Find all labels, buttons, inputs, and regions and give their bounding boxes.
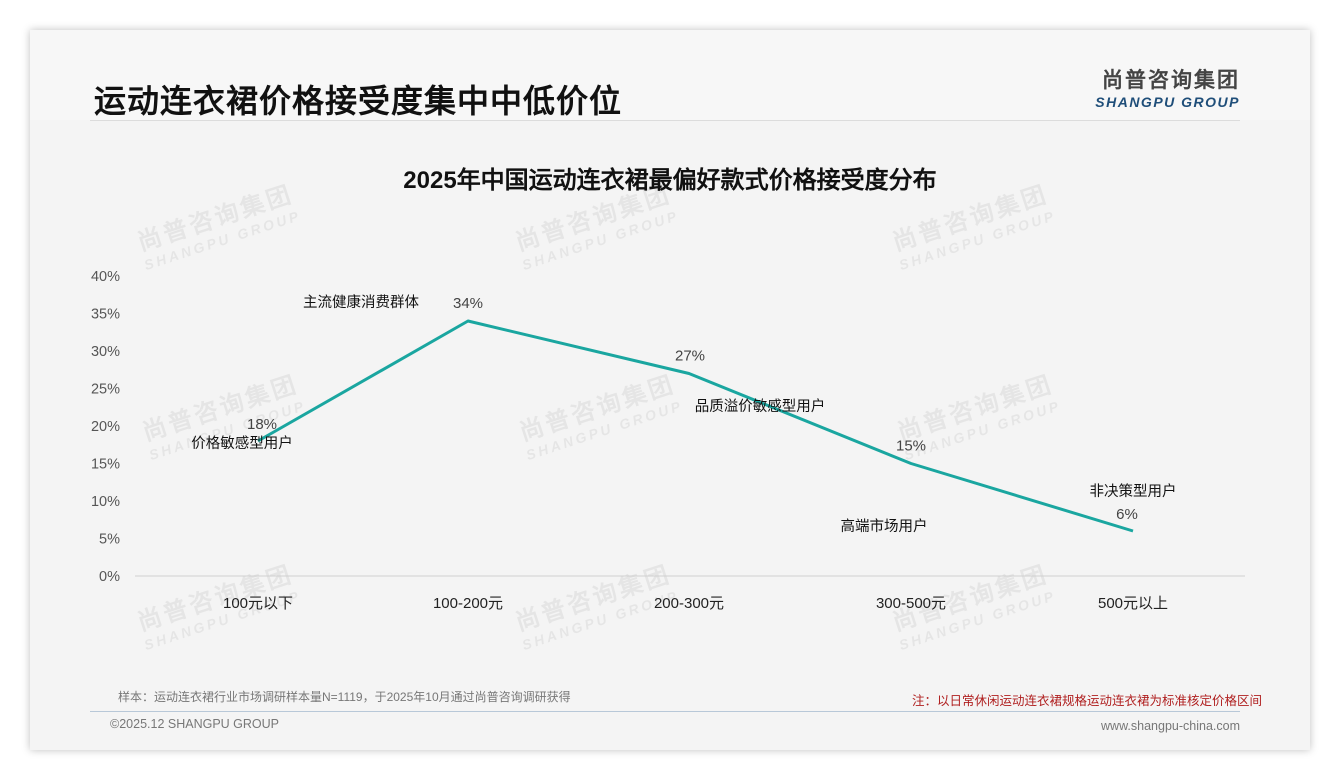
segment-annotation: 主流健康消费群体 xyxy=(303,294,419,311)
data-value-label: 18% xyxy=(247,416,277,433)
segment-annotation: 高端市场用户 xyxy=(841,518,928,535)
y-tick-label: 15% xyxy=(91,457,120,473)
segment-annotation: 价格敏感型用户 xyxy=(191,435,293,452)
logo-english-text: SHANGPU GROUP xyxy=(1095,94,1240,110)
chart-title: 2025年中国运动连衣裙最偏好款式价格接受度分布 xyxy=(403,167,937,194)
data-value-label: 15% xyxy=(896,438,926,455)
slide: 运动连衣裙价格接受度集中中低价位 尚普咨询集团 SHANGPU GROUP 尚普… xyxy=(30,30,1310,750)
y-tick-label: 10% xyxy=(91,494,120,510)
y-tick-label: 40% xyxy=(91,269,120,285)
line-chart: 0% 5% 10% 15% 20% 25% 30% 35% 40% 100元以下 100-200元 2… xyxy=(91,269,1245,612)
y-tick-label: 30% xyxy=(91,344,120,360)
x-tick-label: 200-300元 xyxy=(654,595,724,612)
x-tick-label: 500元以上 xyxy=(1098,595,1168,612)
copyright: ©2025.12 SHANGPU GROUP xyxy=(110,717,279,731)
segment-annotation: 品质溢价敏感型用户 xyxy=(695,398,826,415)
x-tick-label: 100-200元 xyxy=(433,595,503,612)
y-tick-label: 5% xyxy=(99,532,120,548)
y-tick-label: 0% xyxy=(99,569,120,585)
data-value-label: 27% xyxy=(675,348,705,365)
company-logo: 尚普咨询集团 SHANGPU GROUP xyxy=(1090,64,1240,110)
x-tick-label: 300-500元 xyxy=(876,595,946,612)
website-link[interactable]: www.shangpu-china.com xyxy=(1101,719,1240,733)
slide-header-band xyxy=(30,30,1310,120)
data-line xyxy=(257,319,1134,533)
sample-note: 样本：运动连衣裙行业市场调研样本量N=1119，于2025年10月通过尚普咨询调… xyxy=(118,690,571,704)
data-value-label: 6% xyxy=(1116,506,1138,523)
segment-annotation: 非决策型用户 xyxy=(1090,483,1177,500)
title-divider xyxy=(90,120,1240,121)
y-tick-label: 35% xyxy=(91,307,120,323)
page-title: 运动连衣裙价格接受度集中中低价位 xyxy=(94,83,623,119)
footer-divider xyxy=(90,711,1240,712)
y-tick-label: 25% xyxy=(91,382,120,398)
price-note: 注：以日常休闲运动连衣裙规格运动连衣裙为标准核定价格区间 xyxy=(911,694,1262,708)
logo-chinese-text: 尚普咨询集团 xyxy=(1102,69,1240,92)
y-tick-label: 20% xyxy=(91,419,120,435)
x-tick-label: 100元以下 xyxy=(223,595,293,612)
data-value-label: 34% xyxy=(453,295,483,312)
